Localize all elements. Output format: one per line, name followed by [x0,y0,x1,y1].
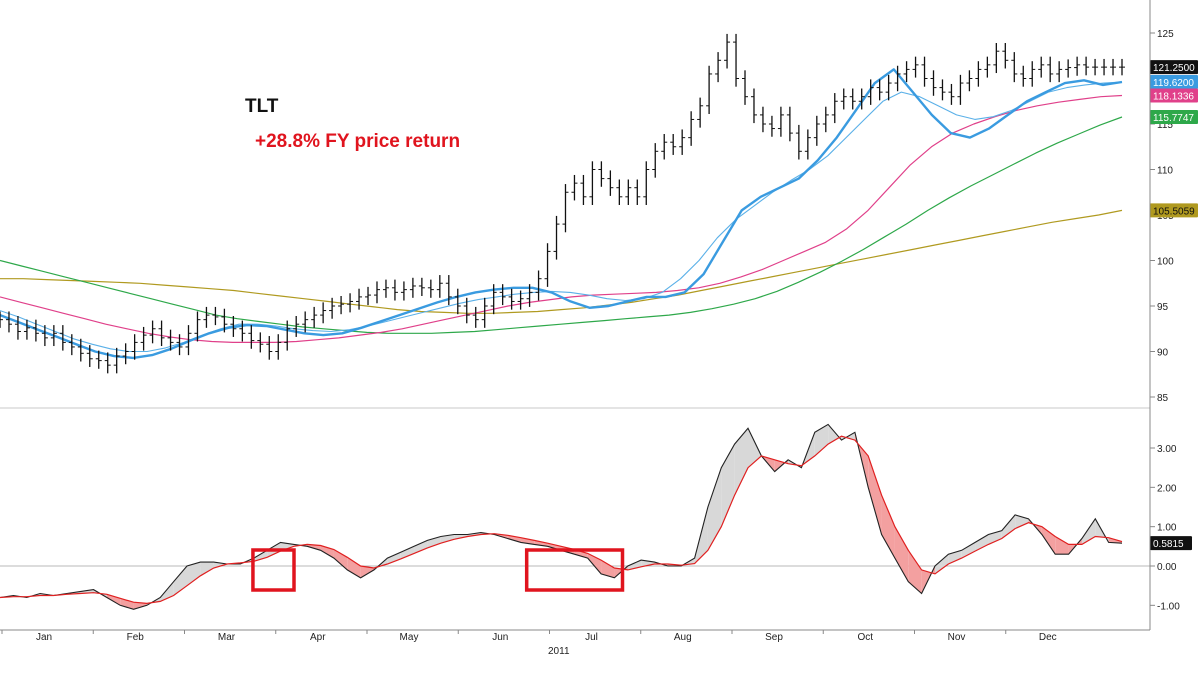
oscillator-fill-segment [601,560,615,578]
month-label: Jul [585,632,598,643]
price-y-tick-label: 85 [1157,393,1169,404]
ma-pink-path [0,94,1123,343]
month-label: Jun [492,632,508,643]
oscillator-y-tick-label: -1.00 [1157,601,1180,612]
ma-pink-line [0,94,1123,343]
oscillator-panel: -1.00 0.00 1.00 2.00 3.00 0.5815 [0,423,1192,612]
chart-title: TLT [245,96,279,117]
macd-line [0,423,1123,610]
oscillator-fill-segment [1055,536,1069,555]
value-tag-box [1150,203,1198,218]
price-y-tick-label: 125 [1157,29,1174,40]
ma-olive-line [0,209,1123,314]
oscillator-fill-segment [200,562,214,576]
oscillator-fill-segment [828,424,842,445]
oscillator-fill-segment [253,550,268,562]
oscillator-fill-segment [347,557,361,578]
oscillator-fill [0,424,1122,610]
oscillator-fill-segment [333,549,348,570]
oscillator-fill-segment [414,540,428,554]
ma-fast-line [0,68,1123,360]
oscillator-fill-segment [1001,514,1016,539]
oscillator-y-tick-label: 0.00 [1157,562,1177,573]
year-label: 2011 [548,646,570,657]
ma-green-path [0,116,1123,334]
month-label: May [400,632,419,643]
value-tag-box [1150,88,1198,103]
value-tag-label: 121.2500 [1153,63,1195,74]
oscillator-fill-segment [133,602,147,610]
month-label: Jan [36,632,52,643]
price-y-tick-label: 100 [1157,257,1174,268]
month-label: Sep [765,632,783,643]
oscillator-fill-segment [894,526,909,582]
value-tag-label: 115.7747 [1153,113,1194,124]
oscillator-fill-segment [868,455,882,535]
month-label: Feb [127,632,145,643]
value-tag-label: 119.6200 [1153,78,1194,89]
price-y-tick-label: 115 [1157,120,1173,131]
month-label: Oct [857,632,873,643]
value-tag-box [1150,109,1198,124]
oscillator-fill-segment [721,444,735,527]
oscillator-y-axis: -1.00 0.00 1.00 2.00 3.00 [1150,444,1180,612]
month-label: Nov [948,632,966,643]
value-tag-label: 118.1336 [1153,91,1194,102]
oscillator-fill-segment [440,534,455,544]
ma-green-line [0,116,1123,334]
month-label: Mar [218,632,236,643]
oscillator-fill-segment [961,542,976,559]
oscillator-fill-segment [975,534,989,552]
oscillator-value-tag: 0.5815 [1150,536,1192,551]
value-tag-box [1150,74,1198,89]
oscillator-fill-segment [748,428,762,468]
price-panel: 859095100105110115120125 121.2500119.620… [0,29,1198,409]
oscillator-lines [0,423,1123,610]
oscillator-fill-segment [106,594,121,606]
oscillator-fill-segment [814,424,829,456]
ma-mid-line [0,81,1123,353]
oscillator-fill-segment [734,428,748,496]
price-y-tick-label: 110 [1157,166,1173,177]
value-tag-box [1150,60,1198,75]
highlight-box [524,548,625,592]
highlight-box [251,548,296,592]
price-bars [0,33,1125,374]
oscillator-fill-segment [935,554,949,574]
ma-fast-path [0,68,1123,360]
oscillator-fill-segment [427,536,441,548]
signal-line [0,435,1123,605]
month-label: Aug [674,632,692,643]
oscillator-fill-segment [360,566,374,578]
value-tag-label: 105.5059 [1153,206,1195,217]
month-label: Dec [1039,632,1057,643]
month-axis: Jan Feb Mar Apr May Jun Jul Aug Sep Oct Nov Dec [1,630,1057,643]
oscillator-fill-segment [1041,526,1056,555]
oscillator-fill-segment [387,552,401,565]
month-label: Apr [310,632,326,643]
oscillator-fill-segment [707,467,722,551]
chart-subtitle: +28.8% FY price return [255,131,460,152]
ma-mid-path [0,81,1123,353]
oscillator-tag-label: 0.5815 [1153,539,1184,550]
oscillator-tag-box [1150,536,1192,551]
oscillator-y-tick-label: 2.00 [1157,483,1177,494]
oscillator-fill-segment [187,562,201,586]
price-value-tags: 121.2500 119.6200 118.1336 115.7747 105.5059 [1150,60,1198,218]
oscillator-fill-segment [534,540,548,547]
oscillator-fill-segment [908,550,922,594]
price-y-tick-label: 90 [1157,348,1169,359]
oscillator-y-tick-label: 1.00 [1157,523,1177,534]
oscillator-fill-segment [400,546,415,559]
price-y-tick-label: 95 [1157,302,1169,313]
oscillator-fill-segment [120,598,134,610]
highlight-boxes [251,548,625,592]
ma-olive-path [0,209,1123,314]
oscillator-fill-segment [881,495,895,559]
oscillator-y-tick-label: 3.00 [1157,444,1177,455]
